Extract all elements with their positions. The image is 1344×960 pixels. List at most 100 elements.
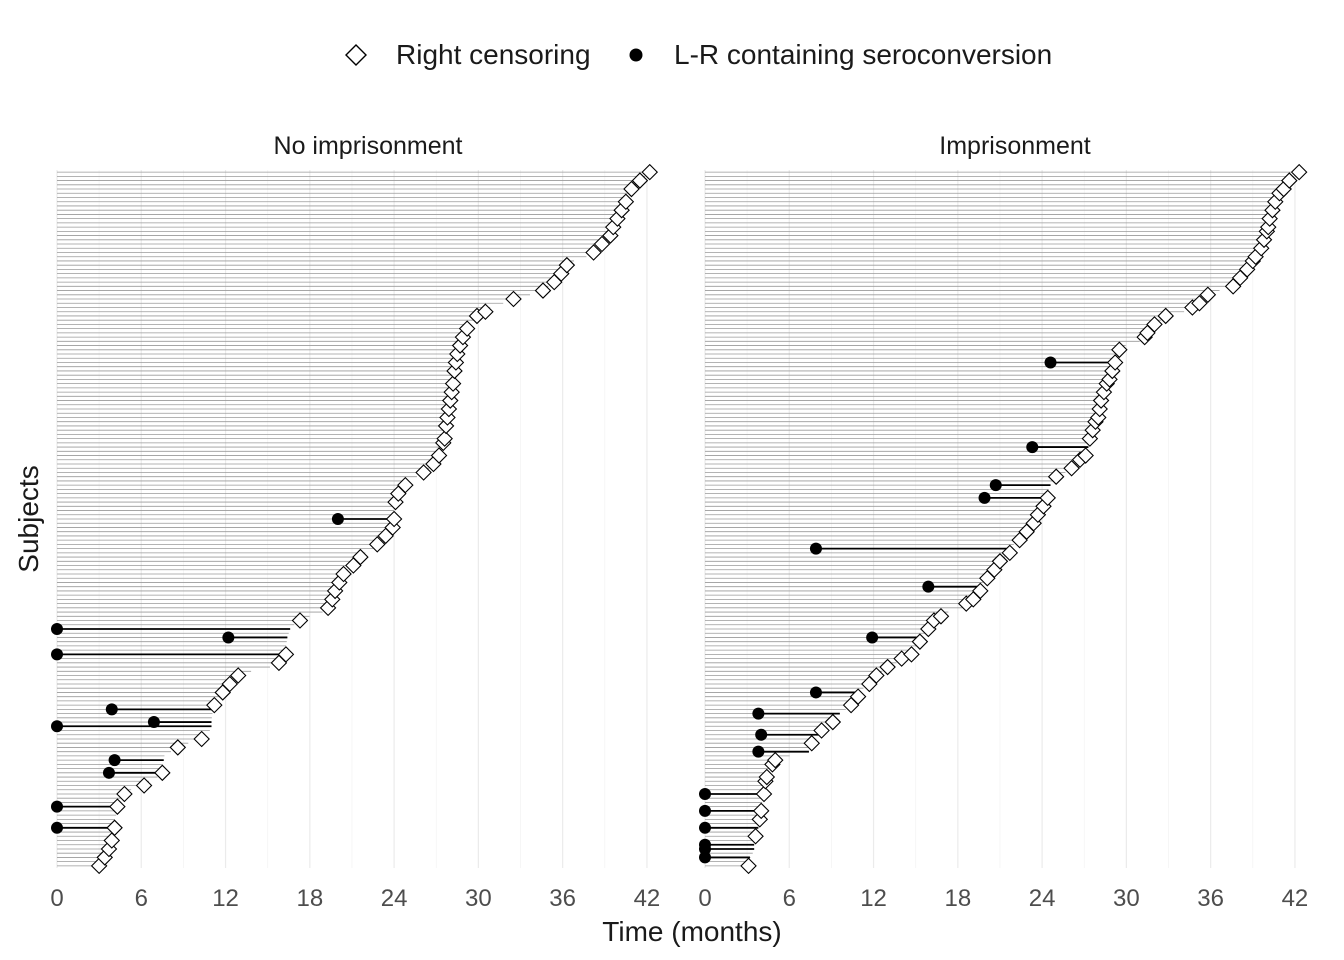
interval-left-point <box>978 491 991 504</box>
interval-left-point <box>51 648 63 661</box>
x-tick-label: 30 <box>1113 885 1140 912</box>
interval-left-point <box>809 686 822 699</box>
x-tick-label: 12 <box>860 885 887 912</box>
censor-point <box>291 612 309 629</box>
censor-point <box>534 282 552 299</box>
x-tick-label: 0 <box>50 885 63 912</box>
censor-point <box>1146 316 1163 333</box>
censor-point <box>903 646 920 663</box>
interval-left-point <box>752 707 765 720</box>
censor-point <box>1199 286 1217 304</box>
interval-left-point <box>922 580 935 593</box>
legend-circle-icon <box>629 48 643 62</box>
panel-title-imprisonment: Imprisonment <box>939 132 1090 160</box>
x-tick-label: 18 <box>296 885 323 912</box>
censor-point <box>631 172 649 189</box>
censor-point <box>1039 489 1056 507</box>
censor-point <box>991 553 1009 570</box>
panel-imprisonment: 0 6 12 18 24 30 36 42 <box>698 163 1308 912</box>
censor-point <box>446 362 463 380</box>
x-tick-label: 18 <box>944 885 971 912</box>
censor-point <box>813 722 830 739</box>
legend-label-lr-interval: L-R containing seroconversion <box>674 39 1052 70</box>
censor-point <box>758 768 776 786</box>
censor-point <box>617 193 635 211</box>
interval-left-point <box>51 821 63 834</box>
censor-point <box>440 400 458 418</box>
censor-point <box>752 802 770 820</box>
interval-left-point <box>699 851 711 864</box>
censor-point <box>477 303 494 320</box>
x-tick-label: 24 <box>381 885 408 912</box>
censor-point <box>803 734 821 752</box>
censor-point <box>229 667 247 684</box>
y-axis-title: Subjects <box>13 465 44 572</box>
censor-point <box>437 417 455 435</box>
censor-point <box>1001 544 1019 562</box>
censor-point <box>1191 294 1208 312</box>
censor-point <box>740 857 757 875</box>
censor-point <box>766 751 784 769</box>
censor-point <box>135 777 153 794</box>
censor-point <box>109 798 126 815</box>
censor-point <box>972 582 989 600</box>
interval-left-point <box>752 745 765 758</box>
censor-point <box>558 256 576 274</box>
censor-point <box>1106 354 1124 371</box>
interval-left-point <box>699 838 711 851</box>
panel-no-imprisonment: 0 6 12 18 24 30 36 42 <box>50 163 661 912</box>
x-tick-label: 12 <box>212 885 239 912</box>
censor-point <box>1281 172 1298 189</box>
censor-point <box>585 244 602 261</box>
censor-point <box>368 536 386 553</box>
censor-point <box>397 476 414 494</box>
censor-point <box>932 608 950 625</box>
censor-point <box>352 548 369 566</box>
interval-left-point <box>51 720 63 733</box>
censor-point <box>221 675 239 693</box>
censor-point <box>1157 307 1174 325</box>
censor-point <box>593 235 611 253</box>
censor-point <box>385 510 403 528</box>
censor-point <box>206 696 223 714</box>
censor-point <box>458 320 476 337</box>
censor-point <box>849 688 867 705</box>
censor-point <box>444 375 462 392</box>
censor-point <box>1090 409 1107 426</box>
interval-left-point <box>51 622 63 635</box>
censor-point <box>911 633 929 650</box>
censor-point <box>755 785 773 803</box>
interval-left-point <box>699 804 711 817</box>
censor-point <box>193 730 210 748</box>
x-tick-label: 6 <box>135 885 148 912</box>
interval-left-point <box>1044 356 1057 369</box>
censor-point <box>879 658 896 676</box>
censor-point <box>103 832 121 849</box>
censor-point <box>415 464 432 481</box>
legend-label-right-censoring: Right censoring <box>396 39 591 70</box>
censor-point <box>430 447 448 464</box>
censor-point <box>824 713 842 731</box>
censor-point <box>277 646 295 663</box>
x-tick-label: 0 <box>698 885 711 912</box>
censor-point <box>1077 447 1094 464</box>
interval-left-point <box>108 754 121 767</box>
censor-point <box>169 739 187 756</box>
x-tick-label: 42 <box>634 885 661 912</box>
censor-point <box>641 163 659 181</box>
x-tick-label: 36 <box>549 885 576 912</box>
censor-point <box>505 290 522 308</box>
interval-left-point <box>1026 441 1039 454</box>
x-tick-label: 36 <box>1197 885 1224 912</box>
censor-point <box>436 430 453 447</box>
legend: Right censoring L-R containing seroconve… <box>345 39 1052 70</box>
interval-left-point <box>809 542 822 555</box>
censor-point <box>447 354 465 371</box>
legend-diamond-icon <box>345 44 367 66</box>
interval-left-point <box>147 716 160 729</box>
interval-left-point <box>222 631 235 644</box>
censor-point <box>1111 341 1128 359</box>
censor-point <box>106 819 123 837</box>
censor-point <box>1290 163 1308 181</box>
